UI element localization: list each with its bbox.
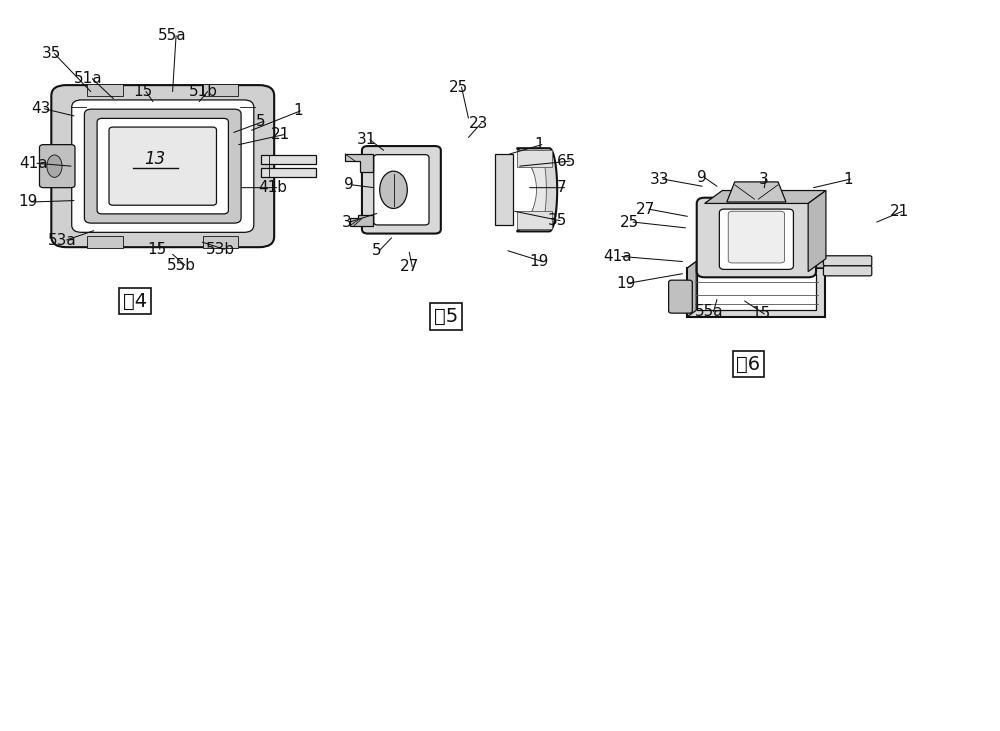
Text: 25: 25	[620, 215, 640, 230]
Text: 55a: 55a	[158, 28, 186, 43]
Polygon shape	[517, 148, 557, 232]
Text: 65: 65	[557, 154, 577, 169]
Text: 3: 3	[758, 172, 768, 186]
Text: 3: 3	[342, 215, 352, 230]
Text: 21: 21	[890, 204, 909, 219]
Polygon shape	[697, 273, 816, 309]
Text: 41a: 41a	[19, 156, 47, 171]
Polygon shape	[687, 262, 834, 268]
Polygon shape	[705, 191, 826, 203]
FancyBboxPatch shape	[72, 100, 254, 232]
Text: 15: 15	[751, 306, 771, 322]
Text: 53a: 53a	[48, 232, 77, 248]
Text: 25: 25	[449, 80, 468, 95]
Text: 27: 27	[636, 202, 655, 216]
Bar	[261, 156, 316, 164]
FancyBboxPatch shape	[719, 209, 793, 270]
Bar	[203, 236, 238, 248]
FancyBboxPatch shape	[109, 127, 216, 205]
Text: 1: 1	[843, 172, 853, 186]
FancyBboxPatch shape	[84, 109, 241, 223]
Bar	[87, 84, 123, 96]
Text: 图4: 图4	[123, 292, 147, 311]
FancyBboxPatch shape	[697, 197, 816, 277]
Ellipse shape	[380, 171, 407, 208]
Text: 35: 35	[41, 46, 61, 61]
Text: 图6: 图6	[736, 355, 761, 374]
Text: 51b: 51b	[189, 84, 218, 99]
Polygon shape	[808, 191, 826, 271]
FancyBboxPatch shape	[823, 256, 872, 266]
Text: 19: 19	[19, 194, 38, 210]
Text: 9: 9	[344, 178, 354, 192]
Text: 31: 31	[357, 132, 376, 147]
FancyBboxPatch shape	[39, 145, 75, 188]
FancyBboxPatch shape	[362, 146, 441, 233]
Text: 15: 15	[133, 84, 152, 99]
Text: 23: 23	[468, 115, 488, 131]
Bar	[495, 154, 513, 225]
Text: 19: 19	[616, 276, 636, 290]
FancyBboxPatch shape	[728, 211, 785, 263]
Text: 55b: 55b	[167, 257, 196, 273]
Polygon shape	[350, 215, 373, 226]
Text: 5: 5	[372, 243, 381, 258]
Bar	[261, 168, 316, 177]
Text: 1: 1	[535, 137, 544, 152]
Text: 27: 27	[399, 259, 419, 274]
Text: 43: 43	[32, 102, 51, 116]
Text: 9: 9	[697, 170, 707, 185]
Text: 7: 7	[557, 180, 567, 195]
Text: 19: 19	[530, 254, 549, 269]
Polygon shape	[525, 156, 546, 224]
Polygon shape	[687, 262, 696, 317]
FancyBboxPatch shape	[823, 266, 872, 276]
FancyBboxPatch shape	[374, 155, 429, 225]
Text: 41b: 41b	[258, 180, 287, 195]
Text: 13: 13	[144, 150, 165, 168]
Polygon shape	[687, 268, 825, 317]
Ellipse shape	[47, 155, 62, 178]
Text: 21: 21	[271, 127, 290, 142]
Bar	[87, 236, 123, 248]
FancyBboxPatch shape	[97, 118, 228, 214]
FancyBboxPatch shape	[51, 85, 274, 247]
Polygon shape	[345, 154, 373, 172]
Text: 33: 33	[650, 172, 669, 186]
Text: 1: 1	[293, 103, 303, 118]
Text: 5: 5	[255, 114, 265, 129]
Bar	[203, 84, 238, 96]
Text: 15: 15	[147, 242, 166, 257]
Text: 图5: 图5	[434, 307, 458, 326]
Bar	[517, 150, 552, 167]
Text: 53b: 53b	[206, 242, 235, 257]
Bar	[517, 211, 552, 229]
FancyBboxPatch shape	[669, 280, 692, 313]
Text: 41a: 41a	[604, 249, 632, 264]
Text: 51a: 51a	[74, 71, 103, 86]
Polygon shape	[727, 182, 786, 202]
Text: 55a: 55a	[695, 304, 724, 319]
Text: 35: 35	[547, 213, 567, 228]
